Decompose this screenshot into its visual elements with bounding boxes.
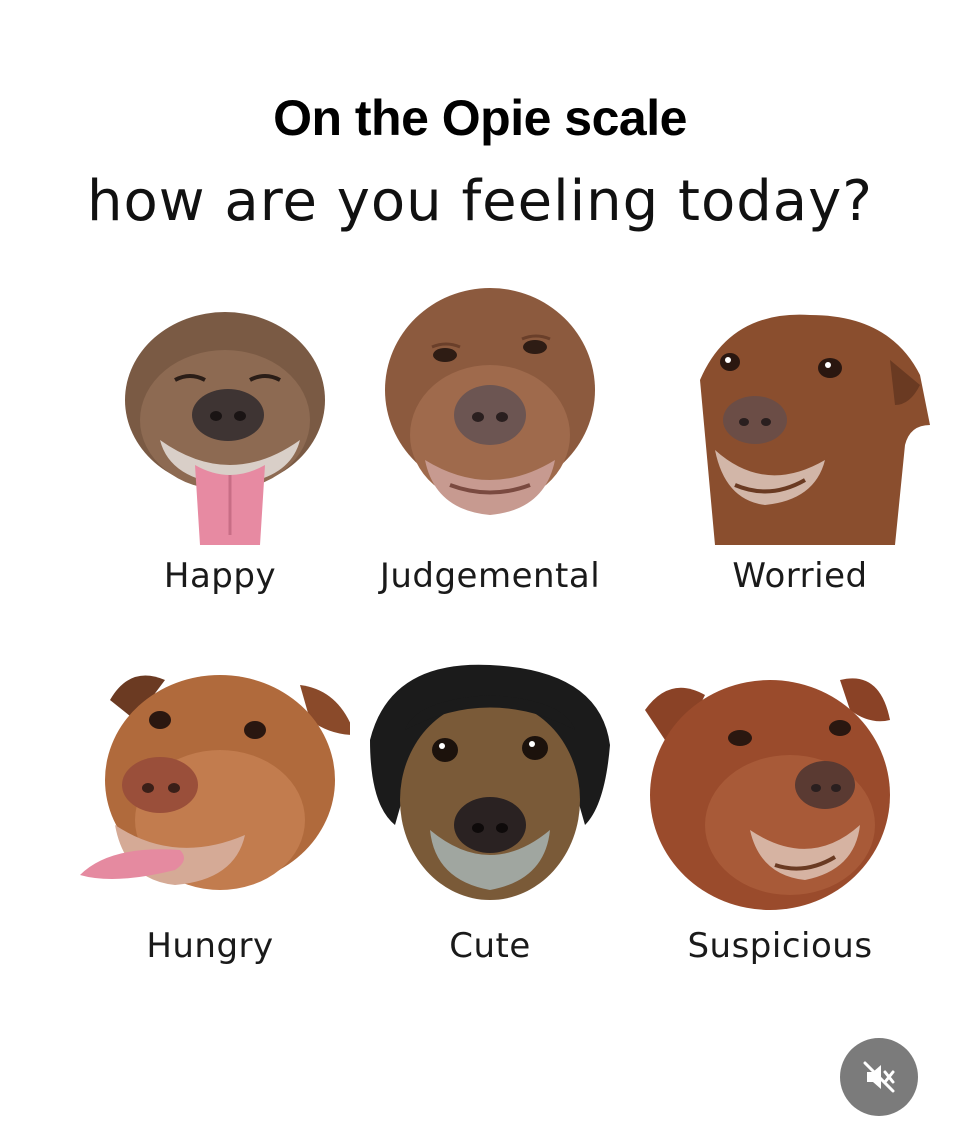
- mood-option-judgemental[interactable]: Judgemental: [350, 285, 630, 596]
- dog-suspicious-face-icon: [640, 665, 920, 915]
- mood-label: Suspicious: [687, 926, 873, 966]
- mood-option-happy[interactable]: Happy: [80, 300, 360, 600]
- dog-worried-face-icon: [660, 300, 940, 550]
- dog-hungry-face-icon: [70, 660, 350, 910]
- mood-label: Cute: [449, 926, 531, 966]
- dog-happy-face-icon: [80, 300, 360, 550]
- mute-button[interactable]: [840, 1038, 918, 1116]
- page-title: On the Opie scale: [273, 90, 687, 146]
- page-subtitle: how are you feeling today?: [87, 169, 873, 234]
- mood-option-hungry[interactable]: Hungry: [70, 660, 350, 966]
- muted-speaker-icon: [859, 1057, 899, 1097]
- dog-judgemental-face-icon: [350, 285, 630, 535]
- mood-option-cute[interactable]: Cute: [350, 660, 630, 966]
- mood-label: Judgemental: [379, 556, 601, 596]
- mood-label: Worried: [732, 556, 868, 596]
- mood-label: Hungry: [146, 926, 274, 966]
- mood-option-worried[interactable]: Worried: [660, 300, 940, 600]
- mood-label: Happy: [163, 556, 277, 596]
- dog-cute-wig-face-icon: [350, 660, 630, 910]
- mood-option-suspicious[interactable]: Suspicious: [640, 665, 920, 966]
